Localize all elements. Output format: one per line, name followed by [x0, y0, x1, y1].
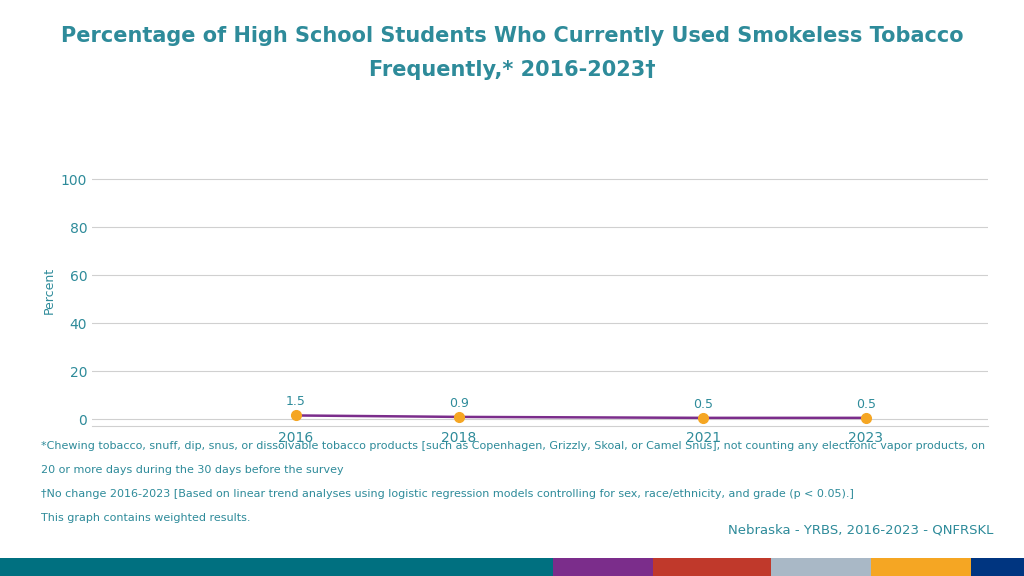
- Text: Frequently,* 2016-2023†: Frequently,* 2016-2023†: [369, 60, 655, 81]
- Text: 1.5: 1.5: [286, 395, 306, 408]
- Text: †No change 2016-2023 [Based on linear trend analyses using logistic regression m: †No change 2016-2023 [Based on linear tr…: [41, 489, 854, 499]
- Bar: [771, 558, 871, 576]
- Bar: [653, 558, 771, 576]
- Text: 0.5: 0.5: [856, 397, 876, 411]
- Bar: [0, 558, 553, 576]
- Text: 0.9: 0.9: [449, 397, 469, 410]
- Text: 0.5: 0.5: [693, 397, 713, 411]
- Text: 20 or more days during the 30 days before the survey: 20 or more days during the 30 days befor…: [41, 465, 344, 475]
- Bar: [971, 558, 1024, 576]
- Bar: [553, 558, 653, 576]
- Text: *Chewing tobacco, snuff, dip, snus, or dissolvable tobacco products [such as Cop: *Chewing tobacco, snuff, dip, snus, or d…: [41, 441, 985, 450]
- Y-axis label: Percent: Percent: [42, 267, 55, 314]
- Text: This graph contains weighted results.: This graph contains weighted results.: [41, 513, 251, 523]
- Text: Nebraska - YRBS, 2016-2023 - QNFRSKL: Nebraska - YRBS, 2016-2023 - QNFRSKL: [728, 524, 993, 537]
- Bar: [871, 558, 971, 576]
- Text: Percentage of High School Students Who Currently Used Smokeless Tobacco: Percentage of High School Students Who C…: [60, 26, 964, 46]
